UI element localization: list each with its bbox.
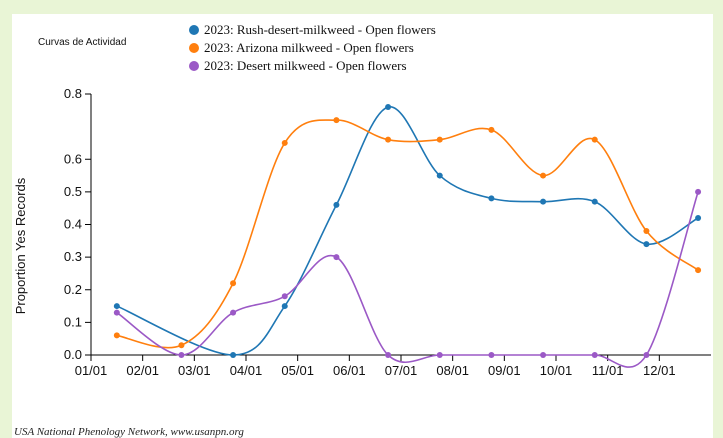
data-point[interactable] xyxy=(436,136,443,143)
activity-curves-chart: Curvas de Actividad 2023: Rush-desert-mi… xyxy=(13,22,711,438)
legend-label: 2023: Rush-desert-milkweed - Open flower… xyxy=(204,22,436,37)
data-point[interactable] xyxy=(540,352,547,358)
series-2 xyxy=(113,188,702,368)
data-point[interactable] xyxy=(643,241,650,248)
x-tick-label: 05/01 xyxy=(281,363,314,378)
data-point[interactable] xyxy=(643,228,650,235)
data-point[interactable] xyxy=(333,254,340,261)
y-tick-label: 0.6 xyxy=(64,151,82,166)
y-tick: 0.8 xyxy=(64,86,91,101)
y-tick: 0.3 xyxy=(64,249,91,264)
x-tick: 07/01 xyxy=(385,355,418,378)
y-axis: 0.0 0.1 0.2 0.3 0.4 0.5 0.6 0.8 xyxy=(64,86,92,362)
series-line xyxy=(116,106,699,356)
x-tick: 03/01 xyxy=(178,355,211,378)
data-point[interactable] xyxy=(385,104,392,111)
legend-marker xyxy=(189,25,199,35)
data-point[interactable] xyxy=(488,126,495,133)
data-point[interactable] xyxy=(695,267,702,274)
series-layer xyxy=(113,104,702,368)
legend-item[interactable]: 2023: Desert milkweed - Open flowers xyxy=(189,58,407,73)
data-point[interactable] xyxy=(178,342,185,349)
data-point[interactable] xyxy=(113,309,120,316)
x-tick-label: 06/01 xyxy=(333,363,366,378)
legend-marker xyxy=(189,61,199,71)
chart-title: Curvas de Actividad xyxy=(38,37,126,48)
x-tick: 04/01 xyxy=(230,355,263,378)
x-tick: 10/01 xyxy=(540,355,573,378)
data-point[interactable] xyxy=(643,352,650,358)
series-0 xyxy=(113,104,702,358)
data-point[interactable] xyxy=(113,303,120,310)
data-point[interactable] xyxy=(333,117,340,124)
data-point[interactable] xyxy=(591,352,598,358)
x-tick-label: 01/01 xyxy=(75,363,108,378)
data-point[interactable] xyxy=(333,201,340,208)
series-line xyxy=(116,191,699,368)
y-tick-label: 0.2 xyxy=(64,282,82,297)
x-tick-label: 07/01 xyxy=(385,363,418,378)
legend-label: 2023: Desert milkweed - Open flowers xyxy=(204,58,407,73)
x-tick: 02/01 xyxy=(126,355,159,378)
y-tick-label: 0.5 xyxy=(64,184,82,199)
x-tick-label: 03/01 xyxy=(178,363,211,378)
legend-label: 2023: Arizona milkweed - Open flowers xyxy=(204,40,414,55)
series-line xyxy=(116,119,699,349)
x-axis: 01/01 02/01 03/01 04/01 05/01 06/01 07/01 08/01… xyxy=(75,354,711,378)
data-point[interactable] xyxy=(436,172,443,179)
y-tick: 0.5 xyxy=(64,184,91,199)
legend-marker xyxy=(189,43,199,53)
y-tick-label: 0.1 xyxy=(64,314,82,329)
x-tick-label: 04/01 xyxy=(230,363,263,378)
data-point[interactable] xyxy=(230,280,237,287)
data-point[interactable] xyxy=(695,188,702,195)
y-tick-label: 0.0 xyxy=(64,347,82,362)
data-point[interactable] xyxy=(113,332,120,339)
data-point[interactable] xyxy=(488,195,495,202)
data-point[interactable] xyxy=(488,352,495,358)
data-point[interactable] xyxy=(540,198,547,205)
x-tick-label: 12/01 xyxy=(643,363,676,378)
y-tick: 0.6 xyxy=(64,151,91,166)
y-tick: 0.1 xyxy=(64,314,91,329)
x-tick: 01/01 xyxy=(75,355,108,378)
y-tick-label: 0.4 xyxy=(64,217,82,232)
data-point[interactable] xyxy=(385,352,392,358)
data-point[interactable] xyxy=(281,293,288,300)
x-tick-label: 10/01 xyxy=(540,363,573,378)
legend-item[interactable]: 2023: Rush-desert-milkweed - Open flower… xyxy=(189,22,436,37)
legend: 2023: Rush-desert-milkweed - Open flower… xyxy=(189,22,436,73)
data-point[interactable] xyxy=(281,139,288,146)
chart-frame: Curvas de Actividad 2023: Rush-desert-mi… xyxy=(12,14,713,438)
y-axis-label: Proportion Yes Records xyxy=(13,177,28,314)
x-tick-label: 02/01 xyxy=(126,363,159,378)
data-point[interactable] xyxy=(178,352,185,358)
data-point[interactable] xyxy=(281,303,288,310)
data-point[interactable] xyxy=(230,352,237,358)
x-tick-label: 09/01 xyxy=(488,363,521,378)
data-point[interactable] xyxy=(591,198,598,205)
x-tick: 08/01 xyxy=(436,355,469,378)
x-tick: 06/01 xyxy=(333,355,366,378)
y-tick: 0.4 xyxy=(64,217,91,232)
data-point[interactable] xyxy=(540,172,547,179)
data-point[interactable] xyxy=(695,214,702,221)
y-tick-label: 0.3 xyxy=(64,249,82,264)
x-tick-label: 11/01 xyxy=(592,363,624,378)
legend-item[interactable]: 2023: Arizona milkweed - Open flowers xyxy=(189,40,414,55)
x-tick: 05/01 xyxy=(281,355,314,378)
credit-text: USA National Phenology Network, www.usan… xyxy=(14,426,244,438)
x-tick: 12/01 xyxy=(643,355,676,378)
y-tick-label: 0.8 xyxy=(64,86,82,101)
data-point[interactable] xyxy=(436,352,443,358)
series-1 xyxy=(113,117,702,349)
x-tick-label: 08/01 xyxy=(436,363,469,378)
data-point[interactable] xyxy=(230,309,237,316)
x-tick: 11/01 xyxy=(592,355,624,378)
data-point[interactable] xyxy=(591,136,598,143)
x-tick: 09/01 xyxy=(488,355,521,378)
y-tick: 0.2 xyxy=(64,282,91,297)
data-point[interactable] xyxy=(385,136,392,143)
y-tick: 0.0 xyxy=(64,347,91,362)
